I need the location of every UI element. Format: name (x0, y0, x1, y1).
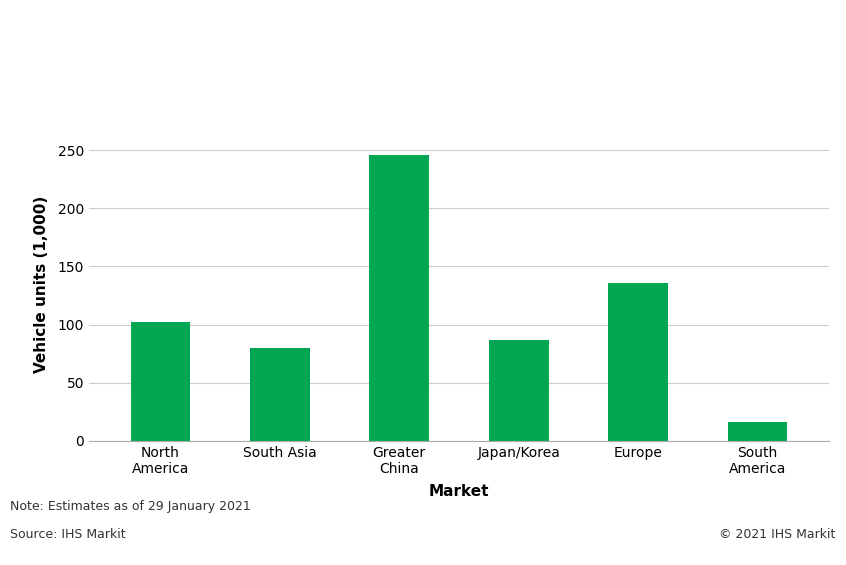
Text: Estimated impact on light vehicle production volume in Q1 2021 due to
semiconduc: Estimated impact on light vehicle produc… (10, 29, 710, 71)
X-axis label: Market: Market (429, 484, 489, 499)
Bar (130, 322, 190, 441)
Text: Note: Estimates as of 29 January 2021: Note: Estimates as of 29 January 2021 (10, 500, 251, 513)
Bar (370, 155, 429, 441)
Text: Source: IHS Markit: Source: IHS Markit (10, 528, 126, 541)
Bar (608, 282, 667, 441)
Bar (489, 340, 548, 441)
Text: © 2021 IHS Markit: © 2021 IHS Markit (719, 528, 836, 541)
Y-axis label: Vehicle units (1,000): Vehicle units (1,000) (34, 195, 49, 372)
Bar (250, 348, 310, 441)
Bar (728, 422, 788, 441)
